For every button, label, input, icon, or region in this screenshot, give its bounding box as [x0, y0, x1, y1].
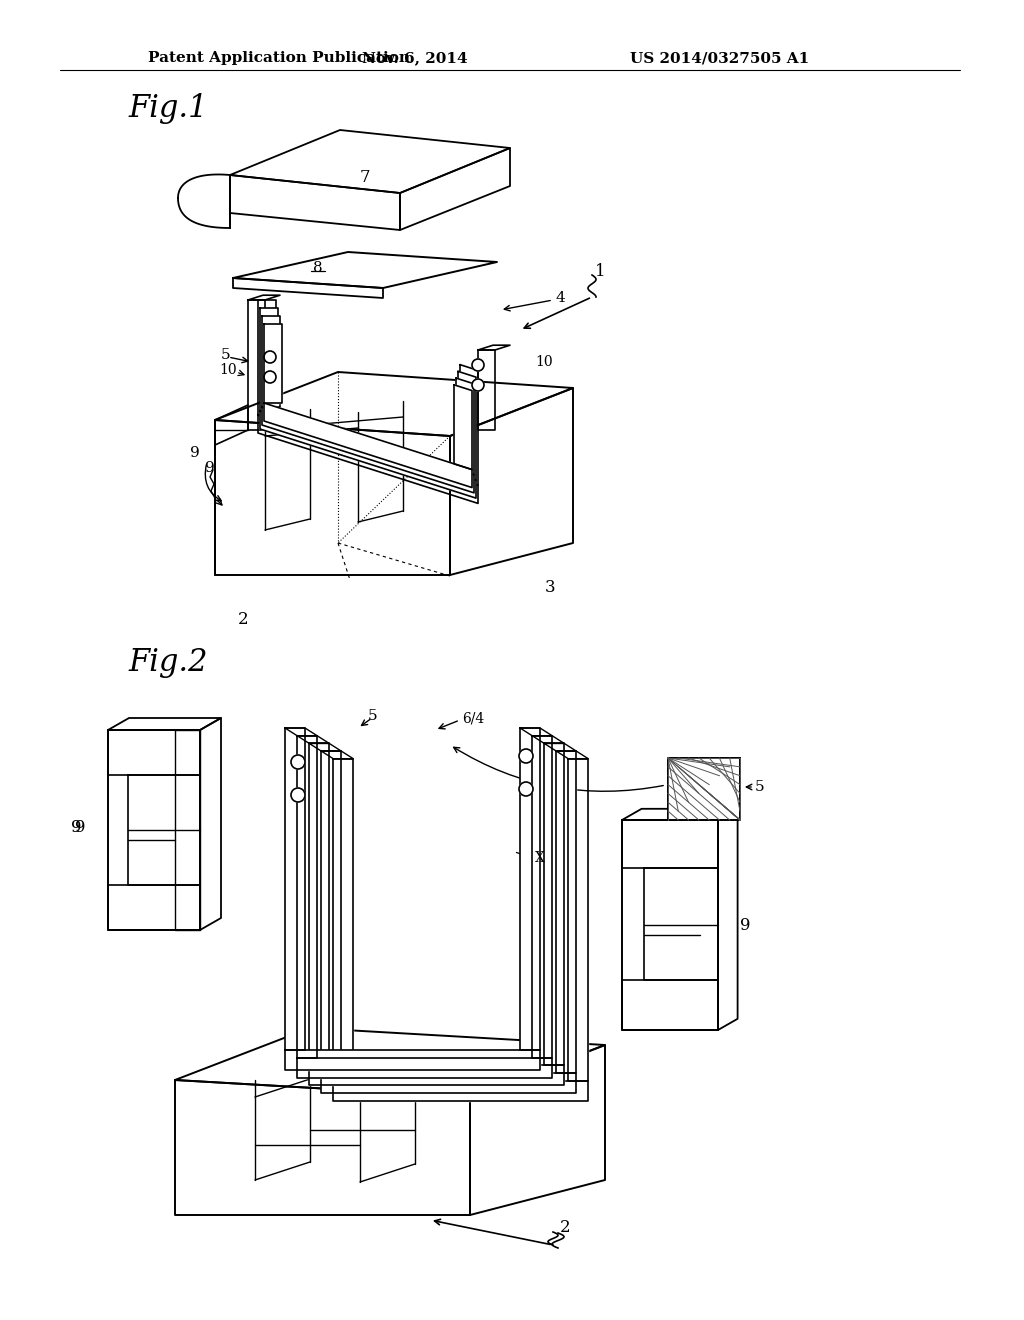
Polygon shape: [544, 743, 577, 751]
Polygon shape: [108, 730, 200, 931]
Text: 8: 8: [313, 261, 323, 275]
Polygon shape: [200, 718, 221, 931]
Polygon shape: [622, 820, 718, 869]
Polygon shape: [718, 809, 737, 1030]
Polygon shape: [258, 414, 478, 503]
Polygon shape: [230, 176, 400, 230]
Polygon shape: [532, 735, 552, 1057]
Polygon shape: [334, 759, 353, 1081]
Polygon shape: [175, 1028, 605, 1097]
Text: 6/4: 6/4: [462, 711, 484, 725]
Polygon shape: [128, 775, 200, 884]
Polygon shape: [456, 378, 474, 475]
Text: 7: 7: [359, 169, 371, 186]
Polygon shape: [556, 751, 589, 759]
Polygon shape: [644, 869, 718, 979]
Polygon shape: [108, 884, 200, 931]
Polygon shape: [230, 129, 510, 193]
Polygon shape: [470, 1045, 605, 1214]
Polygon shape: [264, 403, 472, 487]
Polygon shape: [248, 296, 280, 300]
Polygon shape: [262, 407, 474, 492]
Text: 5: 5: [369, 709, 378, 723]
Polygon shape: [400, 148, 510, 230]
Polygon shape: [334, 1081, 589, 1101]
Polygon shape: [322, 751, 353, 759]
Polygon shape: [478, 346, 510, 350]
Circle shape: [291, 755, 305, 770]
Text: US 2014/0327505 A1: US 2014/0327505 A1: [631, 51, 810, 65]
Polygon shape: [454, 385, 472, 470]
Text: 10: 10: [535, 355, 553, 370]
Text: 9: 9: [72, 820, 82, 837]
Polygon shape: [233, 252, 497, 288]
Polygon shape: [215, 420, 450, 576]
Text: 9: 9: [75, 820, 85, 837]
Text: Fig.1: Fig.1: [128, 92, 208, 124]
Polygon shape: [297, 1057, 552, 1077]
Polygon shape: [297, 735, 317, 1057]
Text: 4: 4: [555, 290, 565, 305]
Polygon shape: [622, 809, 737, 820]
Text: 2: 2: [560, 1220, 570, 1237]
Polygon shape: [178, 174, 230, 228]
Circle shape: [472, 359, 484, 371]
Text: Patent Application Publication: Patent Application Publication: [148, 51, 410, 65]
Polygon shape: [108, 730, 200, 775]
Circle shape: [519, 748, 534, 763]
Circle shape: [291, 788, 305, 803]
Text: 5: 5: [220, 348, 230, 362]
Text: 9: 9: [205, 461, 215, 475]
Polygon shape: [520, 729, 552, 735]
Polygon shape: [520, 729, 540, 1049]
Circle shape: [472, 379, 484, 391]
Bar: [668, 758, 740, 820]
Text: Nov. 6, 2014: Nov. 6, 2014: [362, 51, 468, 65]
Polygon shape: [233, 279, 383, 298]
Text: Fig.2: Fig.2: [128, 647, 208, 677]
Polygon shape: [175, 1080, 470, 1214]
Polygon shape: [478, 350, 495, 430]
Text: 5: 5: [755, 780, 765, 795]
Polygon shape: [309, 743, 341, 751]
Polygon shape: [260, 308, 278, 411]
Text: 2: 2: [238, 611, 249, 628]
Text: 10: 10: [219, 363, 237, 378]
Polygon shape: [248, 300, 265, 430]
Polygon shape: [262, 315, 280, 407]
Text: 9: 9: [190, 446, 200, 459]
Polygon shape: [297, 735, 329, 743]
Polygon shape: [260, 411, 476, 498]
Polygon shape: [622, 979, 718, 1030]
Circle shape: [519, 781, 534, 796]
Polygon shape: [285, 729, 317, 735]
Polygon shape: [460, 364, 478, 486]
Polygon shape: [258, 300, 276, 414]
Polygon shape: [285, 729, 305, 1049]
Polygon shape: [108, 718, 221, 730]
Polygon shape: [215, 405, 248, 445]
Polygon shape: [309, 1065, 564, 1085]
Polygon shape: [322, 1073, 577, 1093]
Circle shape: [264, 371, 276, 383]
Polygon shape: [568, 759, 589, 1081]
Polygon shape: [264, 323, 282, 403]
Text: X: X: [535, 851, 545, 865]
Polygon shape: [309, 743, 329, 1065]
Polygon shape: [622, 820, 718, 1030]
Polygon shape: [532, 735, 564, 743]
Circle shape: [264, 351, 276, 363]
Polygon shape: [556, 751, 577, 1073]
Polygon shape: [175, 730, 200, 931]
Polygon shape: [285, 1049, 540, 1071]
Polygon shape: [322, 751, 341, 1073]
Polygon shape: [458, 371, 476, 480]
Text: 9: 9: [740, 916, 751, 933]
Text: 1: 1: [595, 264, 605, 281]
Text: 3: 3: [545, 579, 555, 597]
Polygon shape: [450, 388, 573, 576]
Polygon shape: [544, 743, 564, 1065]
Polygon shape: [215, 372, 573, 436]
